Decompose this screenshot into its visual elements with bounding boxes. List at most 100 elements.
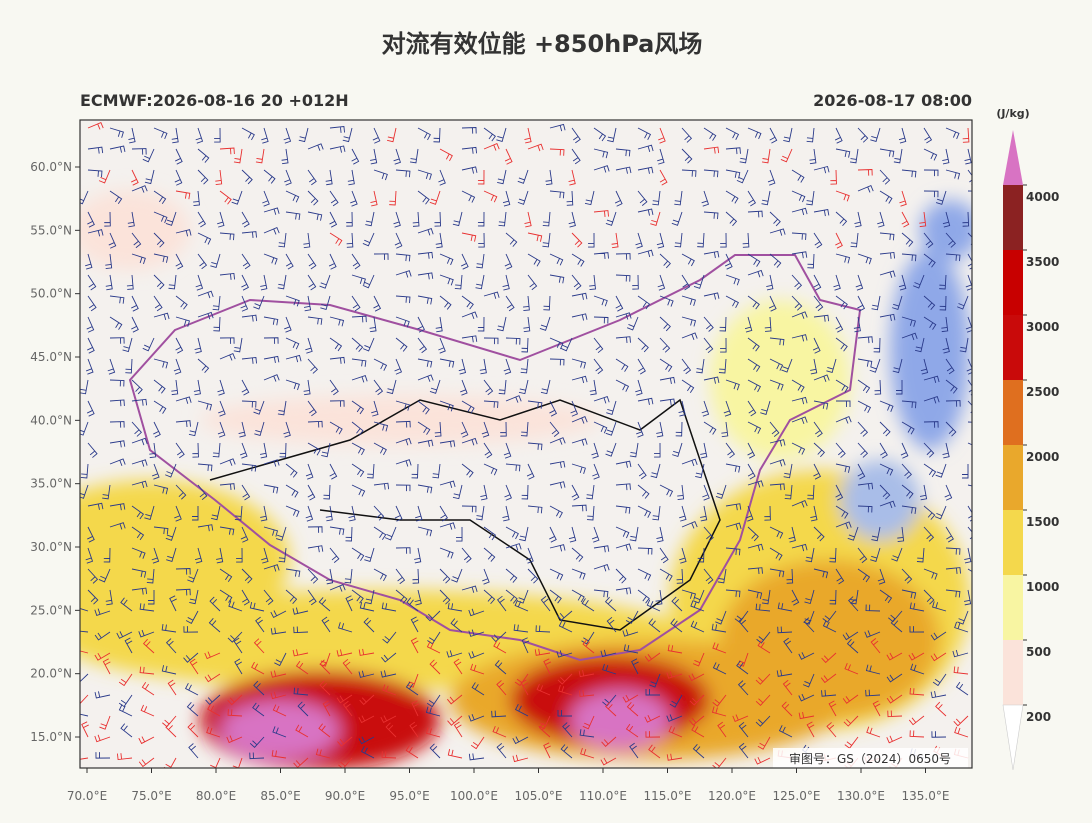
wind-barb [142, 337, 155, 352]
wind-barb [351, 484, 366, 497]
wind-barb [718, 358, 727, 374]
wind-barb [557, 610, 573, 621]
wind-barb [757, 736, 771, 750]
wind-barb [263, 459, 280, 467]
wind-barb [253, 295, 265, 310]
wind-barb [131, 526, 145, 541]
colorbar-unit: (J/kg) [996, 107, 1029, 120]
wind-barb [901, 316, 916, 327]
wind-barb [857, 295, 866, 312]
wind-barb [934, 505, 947, 520]
wind-barb [769, 483, 785, 491]
wind-barb [813, 295, 824, 312]
wind-barb [285, 211, 301, 220]
wind-barb [278, 232, 287, 248]
wind-barb [813, 421, 823, 438]
wind-barb [417, 358, 433, 368]
wind-barb [394, 232, 403, 249]
wind-barb [153, 400, 167, 414]
lon-label: 75.0°E [131, 789, 171, 803]
lon-label: 100.0°E [450, 789, 498, 803]
wind-barb [849, 589, 859, 605]
wind-barb [556, 650, 573, 658]
wind-barb [769, 127, 778, 144]
wind-barb [645, 688, 661, 696]
colorbar: 200 500 1000 1500 2000 2500 3000 3500 4000 [1002, 130, 1059, 771]
wind-barb [857, 169, 873, 176]
wind-barb [381, 751, 397, 759]
wind-barb [131, 421, 143, 437]
wind-barb [395, 253, 411, 262]
wind-barb [105, 274, 113, 291]
wind-barb [568, 211, 576, 228]
wind-barb [615, 295, 624, 312]
wind-barb [175, 316, 190, 327]
wind-barb [87, 568, 99, 584]
wind-barb [629, 442, 639, 458]
wind-barb [542, 211, 551, 227]
wind-barb [426, 641, 441, 654]
lat-label: 25.0°N [30, 603, 72, 617]
wind-barb [568, 169, 576, 186]
wind-barb [461, 166, 478, 174]
wind-barb [879, 313, 896, 322]
wind-barb [645, 731, 661, 738]
wind-barb [175, 568, 191, 575]
wind-barb [866, 726, 881, 738]
wind-barb [94, 691, 111, 699]
wind-barb [835, 400, 851, 407]
wind-barb [387, 127, 397, 143]
wind-barb [615, 253, 631, 260]
wind-barb [615, 166, 632, 174]
wind-barb [637, 397, 654, 405]
wind-barb [373, 379, 384, 396]
wind-barb [211, 505, 221, 521]
wind-barb [747, 269, 764, 278]
wind-barb [87, 295, 97, 312]
wind-barb [468, 608, 485, 617]
wind-barb [417, 127, 431, 141]
wind-barb [879, 421, 891, 437]
wind-barb [944, 484, 953, 501]
wind-barb [953, 666, 969, 675]
wind-barb [527, 568, 539, 584]
wind-barb [395, 337, 408, 352]
wind-barb [923, 395, 940, 404]
wind-barb [483, 463, 498, 476]
wind-barb [965, 274, 972, 291]
wind-barb [453, 658, 463, 675]
wind-barb [865, 604, 881, 612]
wind-barb [593, 148, 609, 159]
wind-barb [806, 190, 815, 206]
wind-barb [857, 421, 869, 437]
wind-barb [124, 637, 133, 654]
wind-barb [303, 295, 312, 312]
wind-barb [781, 701, 793, 717]
wind-barb [153, 274, 165, 290]
wind-barb [755, 603, 771, 612]
wind-barb [87, 589, 99, 605]
wind-barb [475, 505, 485, 521]
wind-barb [329, 356, 346, 364]
wind-barb [600, 649, 617, 658]
wind-barb [738, 721, 749, 738]
wind-barb [571, 438, 588, 446]
wind-barb [898, 127, 907, 144]
wind-barb [914, 337, 925, 353]
wind-barb [504, 484, 512, 501]
watermark: 审图号：GS（2024）0650号 [789, 751, 951, 766]
wind-barb [470, 736, 485, 750]
wind-barb [278, 547, 287, 563]
wind-barb [417, 337, 428, 354]
wind-barb [962, 211, 970, 227]
wind-barb [571, 232, 583, 248]
wind-barb [293, 626, 309, 634]
wind-barb [676, 568, 684, 584]
wind-barb [901, 484, 914, 499]
wind-barb [167, 679, 177, 696]
wind-barb [571, 253, 585, 267]
wind-barb [526, 463, 535, 480]
watermark-bg [773, 748, 968, 768]
wind-barb [644, 715, 661, 723]
wind-barb [234, 505, 243, 521]
